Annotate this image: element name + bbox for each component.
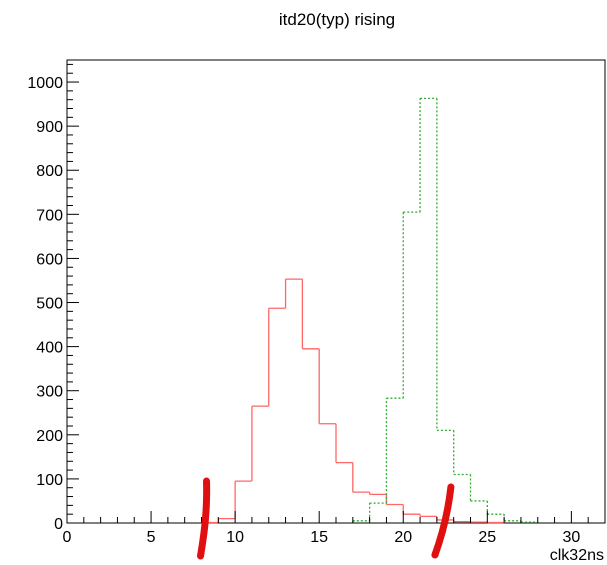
y-tick-label: 900 [36,119,63,136]
y-tick-label: 400 [36,340,63,357]
y-tick-label: 800 [36,163,63,180]
x-axis-label: clk32ns [550,547,604,564]
y-tick-label: 1000 [27,75,63,92]
y-tick-label: 200 [36,428,63,445]
hand-drawn-marker [197,477,211,560]
y-tick-label: 0 [54,516,63,533]
histogram-series-layer [200,97,539,524]
histogram-series-1 [200,278,505,524]
annotation-layer [197,477,455,560]
histogram-series-2 [352,97,539,523]
y-tick-label: 600 [36,251,63,268]
hand-drawn-marker [431,483,455,559]
x-tick-label: 15 [310,529,328,546]
x-tick-label: 30 [562,529,580,546]
x-tick-label: 25 [478,529,496,546]
y-tick-label: 700 [36,207,63,224]
y-tick-label: 100 [36,472,63,489]
axes-layer: 0 5 10 15 20 25 300100200300400500600700800900… [27,63,606,546]
chart-title: itd20(typ) rising [279,10,395,29]
x-tick-label: 0 [63,529,72,546]
y-tick-label: 500 [36,296,63,313]
x-tick-label: 10 [226,529,244,546]
x-tick-label: 5 [147,529,156,546]
x-tick-label: 20 [394,529,412,546]
y-tick-label: 300 [36,384,63,401]
